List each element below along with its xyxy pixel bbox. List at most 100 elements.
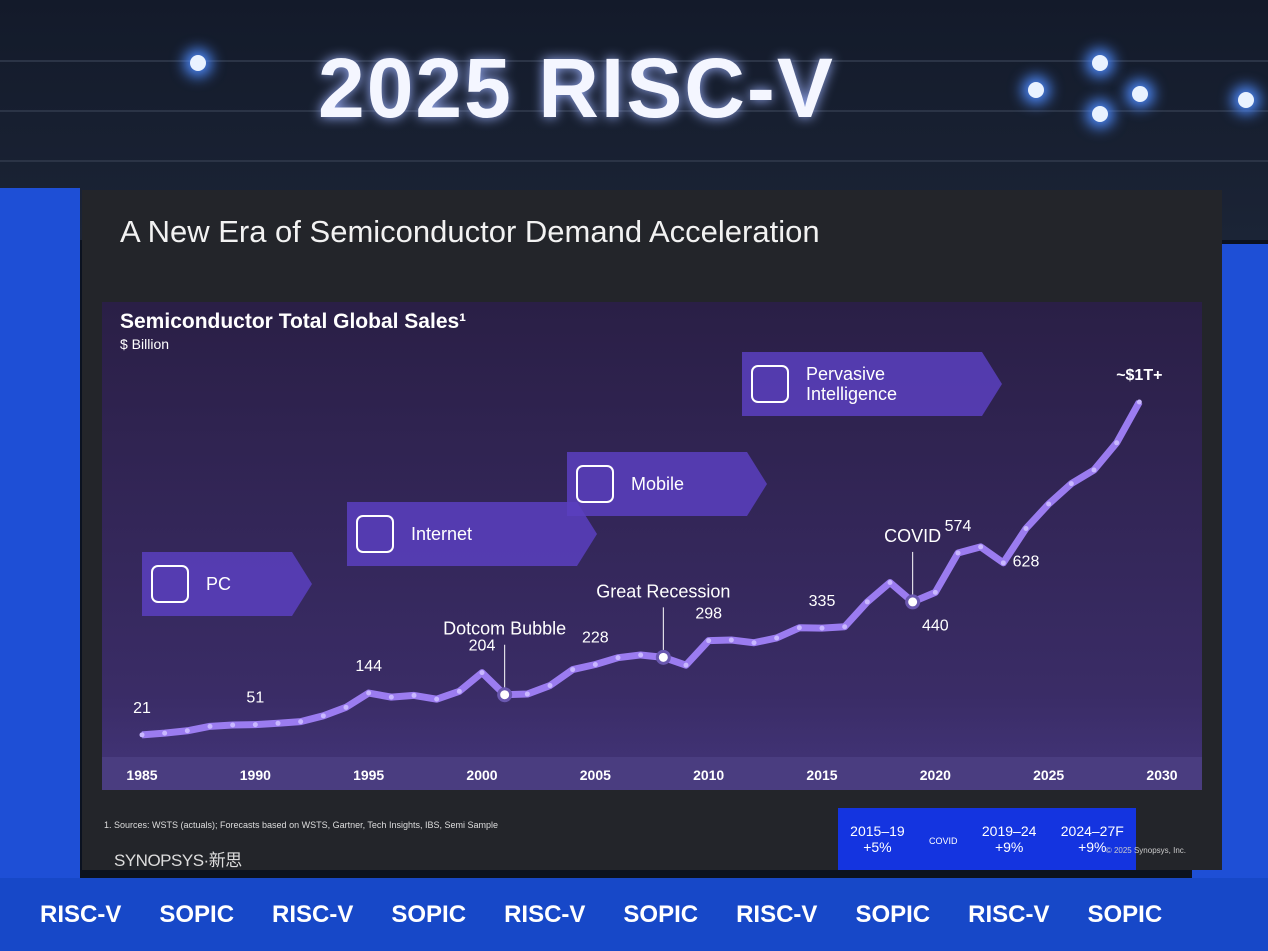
left-side-screen [0,188,80,878]
data-point [411,692,417,698]
x-tick-label: 2005 [580,767,611,783]
data-point [728,637,734,643]
stage-light [1238,92,1254,108]
banner-logo: RISC-V [736,900,818,928]
banner-logo: SOPIC [855,900,931,928]
data-point [570,667,576,673]
data-point [978,544,984,550]
x-tick-label: 2030 [1146,767,1177,783]
data-label: 144 [355,658,382,675]
data-point [524,691,530,697]
data-label: 51 [246,690,264,707]
sales-chart: 1985 1990 1995 2000 2005 2010 2015 2020 2025 2030… [102,352,1202,790]
era-label: Mobile [631,474,684,494]
banner-logo: SOPIC [1087,900,1163,928]
footnote: 1. Sources: WSTS (actuals); Forecasts ba… [104,820,498,830]
annotation-label: COVID [884,526,941,546]
data-point [1023,525,1029,531]
y-axis-label: $ Billion [120,336,170,352]
data-point [388,694,394,700]
x-axis-band [102,757,1202,790]
x-tick-label: 2000 [466,767,497,783]
chart-area: Semiconductor Total Global Sales¹ $ Bill… [102,302,1202,870]
data-point [1000,560,1006,566]
cagr-box: 2015–19 +5% COVID 2019–24 +9% 2024–27F +9% [838,808,1136,870]
annotation-marker [905,594,921,610]
chart-title: Semiconductor Total Global Sales¹ [120,310,467,333]
cagr-item: 2024–27F +9% [1060,823,1124,855]
data-point [751,640,757,646]
data-label: 335 [809,593,836,610]
data-point [1046,501,1052,507]
presentation-slide: A New Era of Semiconductor Demand Accele… [82,190,1222,870]
data-point [252,722,258,728]
data-label: 228 [582,629,609,646]
data-label: 298 [695,606,722,623]
era-chevron [142,552,312,616]
banner-logo: SOPIC [391,900,467,928]
data-point [547,683,553,689]
x-tick-label: 2020 [920,767,951,783]
monitor-icon [151,565,189,603]
cagr-item: 2015–19 +5% [850,823,905,855]
era-label: Internet [411,524,472,544]
era-chevron [567,452,767,516]
data-point [955,550,961,556]
brain-icon [751,365,789,403]
data-point [1136,399,1142,405]
event-sign: 2025 RISC-V [318,41,835,135]
stage-light [1092,55,1108,71]
data-point [298,719,304,725]
cagr-item: COVID [929,836,958,846]
data-label: 574 [945,518,972,535]
banner-logo: SOPIC [623,900,699,928]
data-label: ~$1T+ [1116,367,1162,384]
data-label: 21 [133,700,151,717]
data-point [683,662,689,668]
data-point [819,625,825,631]
event-banner: RISC-V SOPIC RISC-V SOPIC RISC-V SOPIC RISC-V S… [0,878,1268,951]
copyright: © 2025 Synopsys, Inc. [1105,846,1186,855]
globe-icon [356,515,394,553]
era-label: Intelligence [806,384,897,404]
data-point [275,720,281,726]
banner-logo: RISC-V [40,900,122,928]
data-label: 204 [469,638,496,655]
data-point [887,580,893,586]
stage-light [1028,82,1044,98]
era-label: PC [206,574,231,594]
banner-logo: RISC-V [968,900,1050,928]
banner-logo: SOPIC [159,900,235,928]
annotation-marker [497,687,513,703]
stage-light [1092,106,1108,122]
x-tick-label: 2010 [693,767,724,783]
era-chevron [347,502,597,566]
x-tick-label: 1990 [240,767,271,783]
data-point [343,704,349,710]
era-label: Pervasive [806,364,885,384]
annotation-label: Great Recession [596,581,730,601]
x-tick-label: 1995 [353,767,384,783]
data-point [864,599,870,605]
x-tick-label: 2015 [806,767,837,783]
data-point [434,696,440,702]
annotation-marker [655,649,671,665]
cagr-item: 2019–24 +9% [981,823,1037,855]
data-point [774,635,780,641]
era-chevron [742,352,1002,416]
data-point [479,670,485,676]
data-point [162,730,168,736]
slide-title: A New Era of Semiconductor Demand Accele… [120,214,820,249]
data-point [230,722,236,728]
annotation-label: Dotcom Bubble [443,619,566,639]
data-point [615,655,621,661]
data-label: 628 [1013,553,1040,570]
stage-light [190,55,206,71]
synopsys-logo: SYNOPSYS·新思 [114,851,242,870]
data-point [1068,481,1074,487]
stage-light [1132,86,1148,102]
data-point [932,589,938,595]
data-point [207,723,213,729]
data-point [456,688,462,694]
data-point [366,690,372,696]
